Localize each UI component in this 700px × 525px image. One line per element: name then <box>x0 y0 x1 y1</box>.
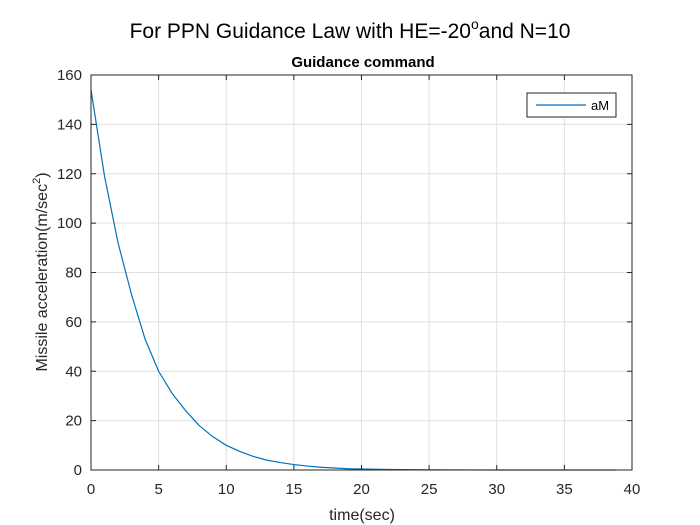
x-tick-label: 40 <box>624 481 641 498</box>
y-axis-label-main: Missile acceleration(m/sec <box>34 184 51 372</box>
suptitle-main: For PPN Guidance Law with HE=-20 <box>130 20 471 43</box>
figure-suptitle: For PPN Guidance Law with HE=-20oand N=1… <box>130 16 571 43</box>
x-axis-label: time(sec) <box>329 507 395 524</box>
y-tick-label: 100 <box>57 215 82 232</box>
x-tick-label: 10 <box>218 481 235 498</box>
y-axis-label-superscript: 2 <box>31 178 43 184</box>
x-tick-label: 0 <box>87 481 95 498</box>
y-tick-label: 40 <box>65 363 82 380</box>
suptitle-superscript: o <box>471 16 479 32</box>
legend[interactable]: aM <box>526 92 617 118</box>
legend-label-aM: aM <box>591 98 609 113</box>
axis-ticks: 0 5 10 15 20 25 30 35 40 0 20 40 60 80 100 120 140 160 <box>57 67 640 498</box>
y-tick-label: 60 <box>65 314 82 331</box>
axes-title: Guidance command <box>291 54 434 71</box>
x-tick-label: 35 <box>556 481 573 498</box>
y-axis-label: Missile acceleration(m/sec2) <box>31 172 51 371</box>
y-tick-label: 80 <box>65 265 82 282</box>
suptitle-tail: and N=10 <box>479 20 571 43</box>
x-tick-label: 25 <box>421 481 438 498</box>
x-tick-label: 15 <box>286 481 303 498</box>
y-axis-label-tail: ) <box>34 172 51 177</box>
x-tick-label: 30 <box>488 481 505 498</box>
x-tick-label: 5 <box>154 481 162 498</box>
y-tick-label: 0 <box>74 462 82 479</box>
y-tick-label: 20 <box>65 413 82 430</box>
grid-lines <box>90 74 633 471</box>
x-tick-label: 20 <box>353 481 370 498</box>
y-tick-label: 120 <box>57 166 82 183</box>
y-tick-label: 140 <box>57 116 82 133</box>
y-tick-label: 160 <box>57 67 82 84</box>
